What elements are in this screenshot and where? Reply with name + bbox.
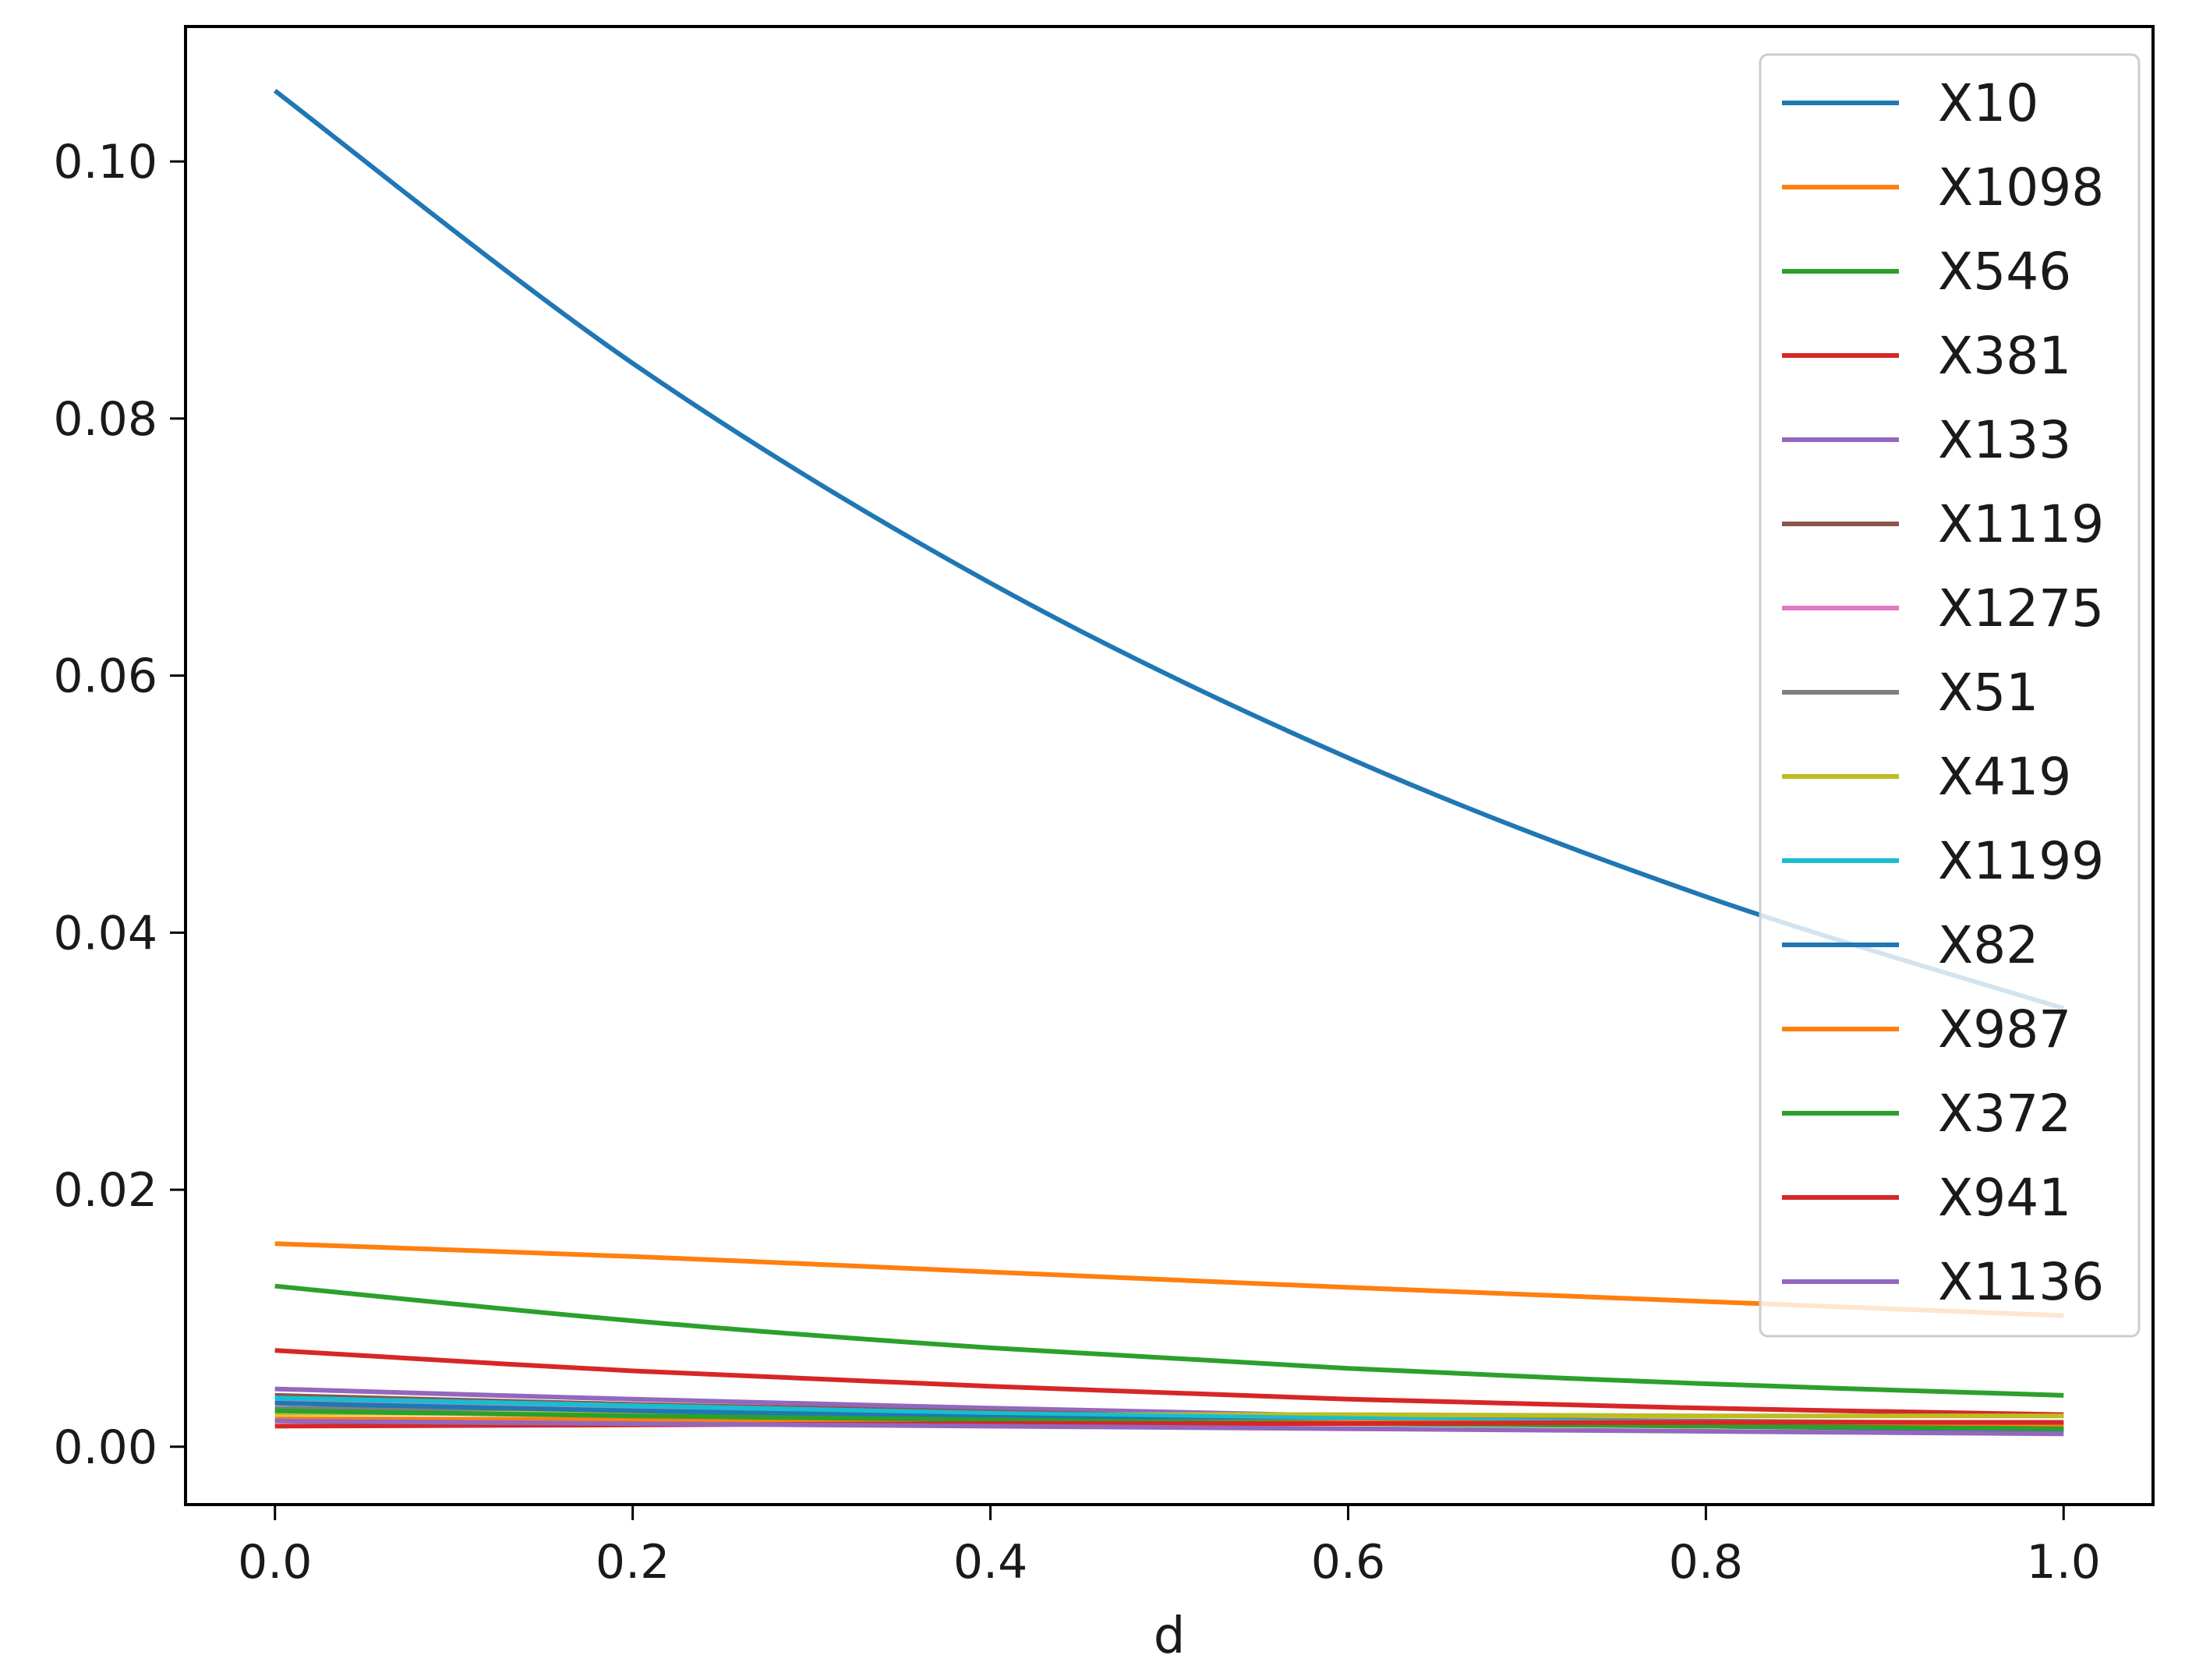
y-tick-label: 0.10 — [53, 135, 157, 189]
x-tick-label: 0.0 — [238, 1535, 312, 1590]
x-tick-label: 0.4 — [953, 1535, 1027, 1590]
y-tick-label: 0.02 — [53, 1163, 157, 1218]
legend-label: X381 — [1938, 326, 2071, 386]
y-tick-label: 0.08 — [53, 392, 157, 447]
y-tick-label: 0.04 — [53, 906, 157, 960]
legend-label: X987 — [1938, 999, 2071, 1059]
x-tick-label: 0.2 — [596, 1535, 670, 1590]
x-axis-label: d — [1154, 1607, 1186, 1665]
x-tick-label: 0.8 — [1669, 1535, 1743, 1590]
y-tick-label: 0.00 — [53, 1420, 157, 1475]
legend-label: X1199 — [1938, 831, 2104, 891]
series-layer — [273, 89, 2065, 1437]
y-tick-label: 0.06 — [53, 649, 157, 704]
series-line-x10 — [273, 89, 2065, 1011]
legend-label: X133 — [1938, 410, 2071, 470]
series-line-x1136 — [274, 1418, 2064, 1437]
legend-box — [1759, 53, 2141, 1338]
legend-label: X51 — [1938, 663, 2038, 723]
legend-label: X1136 — [1938, 1252, 2104, 1312]
x-axis-ticks: 0.0 0.2 0.4 0.6 0.8 1.0 — [238, 1505, 2101, 1590]
legend-label: X1098 — [1938, 157, 2104, 218]
legend-label: X82 — [1938, 915, 2038, 975]
legend-label: X10 — [1938, 73, 2038, 133]
series-line-x546 — [274, 1283, 2064, 1398]
plot-area-frame — [184, 25, 2155, 1506]
legend-label: X419 — [1938, 747, 2071, 807]
x-tick-label: 0.6 — [1311, 1535, 1385, 1590]
legend-label: X941 — [1938, 1168, 2071, 1228]
legend-label: X372 — [1938, 1084, 2071, 1144]
legend-label: X546 — [1938, 242, 2071, 302]
legend: X10 X1098 X546 X381 X133 X1119 X1275 X51 X419 X11… — [1759, 53, 2141, 1338]
series-line-x1098 — [274, 1241, 2064, 1318]
x-tick-label: 1.0 — [2027, 1535, 2101, 1590]
legend-label: X1119 — [1938, 494, 2104, 554]
legend-label: X1275 — [1938, 578, 2104, 638]
y-axis-ticks: 0.00 0.02 0.04 0.06 0.08 0.10 — [53, 135, 186, 1475]
series-line-x381 — [274, 1348, 2064, 1417]
